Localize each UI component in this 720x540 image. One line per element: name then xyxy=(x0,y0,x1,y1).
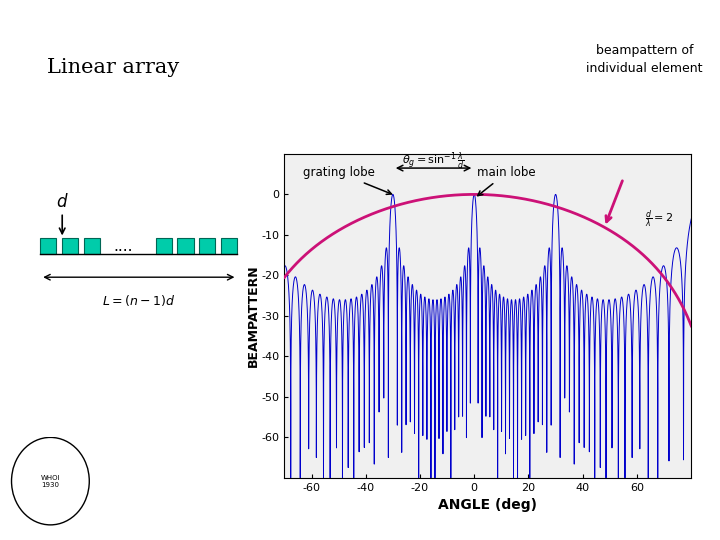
Text: $\frac{d}{\lambda}=2$: $\frac{d}{\lambda}=2$ xyxy=(644,209,672,231)
Text: Linear array: Linear array xyxy=(47,58,179,77)
FancyBboxPatch shape xyxy=(156,238,171,254)
Text: main lobe: main lobe xyxy=(477,166,536,195)
FancyBboxPatch shape xyxy=(40,238,56,254)
Text: grating lobe: grating lobe xyxy=(302,166,392,194)
Text: beampattern of: beampattern of xyxy=(595,44,693,57)
X-axis label: ANGLE (deg): ANGLE (deg) xyxy=(438,498,537,512)
FancyBboxPatch shape xyxy=(177,238,194,254)
FancyBboxPatch shape xyxy=(62,238,78,254)
FancyBboxPatch shape xyxy=(84,238,100,254)
Text: $\theta_g = \sin^{-1}\frac{\lambda}{d}$: $\theta_g = \sin^{-1}\frac{\lambda}{d}$ xyxy=(402,151,464,172)
Text: WHOI
1930: WHOI 1930 xyxy=(40,475,60,488)
FancyBboxPatch shape xyxy=(199,238,215,254)
Text: $d$: $d$ xyxy=(56,193,68,211)
Text: individual element: individual element xyxy=(586,62,703,75)
Y-axis label: BEAMPATTERN: BEAMPATTERN xyxy=(247,265,260,367)
Text: $L = (n-1)d$: $L = (n-1)d$ xyxy=(102,293,176,308)
FancyBboxPatch shape xyxy=(221,238,238,254)
Text: ....: .... xyxy=(114,239,133,254)
